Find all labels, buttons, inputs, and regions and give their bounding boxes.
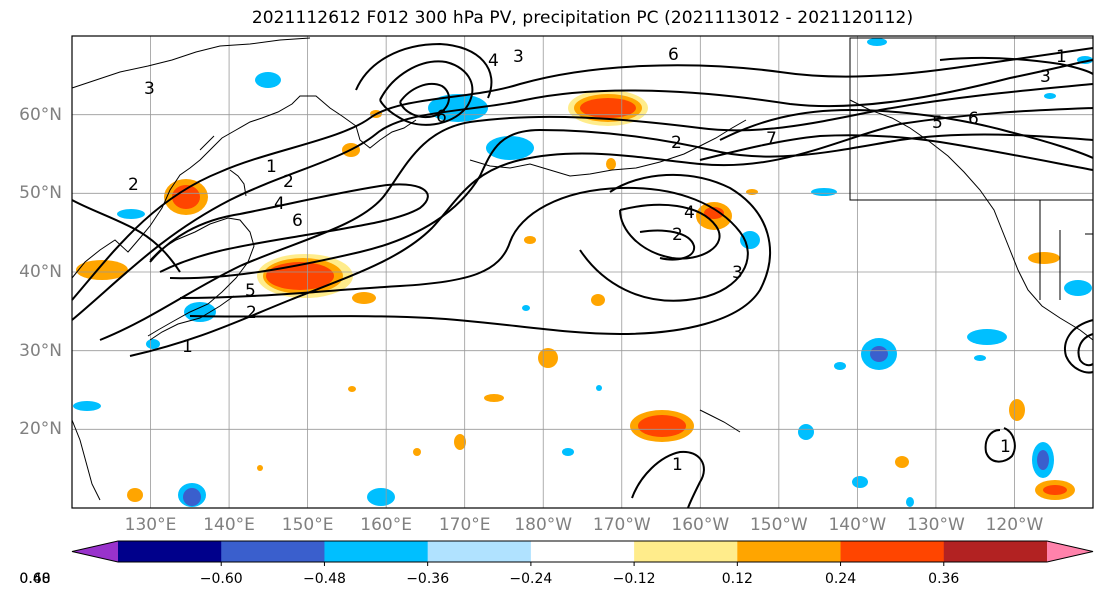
precipitation-fill-layer <box>73 38 1093 507</box>
contour-label: 6 <box>968 109 979 129</box>
lat-label: 40°N <box>19 262 62 282</box>
contour-label: 2 <box>246 303 257 323</box>
contour-label: 7 <box>766 129 777 149</box>
lat-label: 60°N <box>19 104 62 125</box>
lon-label: 140°E <box>203 515 255 535</box>
colorbar-segment <box>943 541 1048 562</box>
contour-label: 3 <box>732 263 743 283</box>
contour-label: 4 <box>684 203 695 223</box>
contour-label: 3 <box>144 79 155 99</box>
contour-label: 2 <box>671 133 682 153</box>
map-title: 2021112612 F012 300 hPa PV, precipitatio… <box>251 8 914 28</box>
contour-label: 6 <box>436 107 447 127</box>
contour-label: 3 <box>513 47 524 67</box>
colorbar-tick: −0.36 <box>406 571 450 587</box>
lon-label: 130°E <box>124 515 177 535</box>
graticule <box>72 36 1093 508</box>
colorbar-tick: 0.60 <box>19 571 51 587</box>
colorbar-segment <box>737 541 842 562</box>
colorbar-segment <box>840 541 945 562</box>
positive-anomaly-small <box>76 110 1060 502</box>
lon-label: 130°W <box>907 515 965 535</box>
contour-label: 1 <box>1000 437 1011 457</box>
negative-anomaly <box>1032 442 1054 478</box>
colorbar-segment <box>634 541 738 562</box>
positive-anomaly <box>696 202 732 230</box>
contour-label: 6 <box>292 211 303 231</box>
lon-label: 180°W <box>514 515 573 535</box>
contour-label: 5 <box>932 113 943 133</box>
colorbar-segment <box>427 541 532 562</box>
colorbar-tick: 0.12 <box>721 571 753 587</box>
colorbar-tick: 0.36 <box>928 571 960 587</box>
contour-label: 6 <box>668 45 679 65</box>
colorbar-tick: −0.60 <box>199 571 243 587</box>
contour-label: 1 <box>672 455 683 475</box>
positive-anomaly <box>1035 480 1075 500</box>
colorbar-extend-low <box>72 541 118 562</box>
lon-label: 160°E <box>360 515 412 535</box>
contour-label: 3 <box>1040 67 1051 87</box>
contour-label: 2 <box>283 172 294 192</box>
colorbar-segment <box>530 541 635 562</box>
colorbar-segment <box>118 541 222 562</box>
map-frame <box>71 35 1094 509</box>
lon-label: 140°W <box>828 515 887 535</box>
colorbar-segment <box>324 541 429 562</box>
lat-label: 30°N <box>19 340 62 361</box>
lon-label: 170°E <box>438 515 491 535</box>
contour-label: 4 <box>488 51 499 71</box>
contour-label: 2 <box>128 175 139 195</box>
negative-anomaly <box>861 338 897 370</box>
contour-label: 4 <box>274 194 285 214</box>
lat-label: 50°N <box>19 183 62 204</box>
coastlines <box>71 37 1094 501</box>
colorbar-tick: 0.48 <box>19 571 51 587</box>
lon-label: 150°W <box>749 515 808 535</box>
colorbar-segment <box>221 541 325 562</box>
positive-anomaly <box>257 254 353 298</box>
colorbar-extend-high <box>1047 541 1093 562</box>
positive-anomaly <box>630 410 694 442</box>
colorbar-tick: −0.48 <box>302 571 346 587</box>
colorbar-tick: −0.12 <box>612 571 656 587</box>
contour-label: 1 <box>266 157 277 177</box>
lon-label: 170°W <box>592 515 651 535</box>
pv-contours <box>71 42 1094 509</box>
colorbar-tick: 0.24 <box>824 571 857 587</box>
lon-label: 150°E <box>281 515 334 535</box>
colorbar-tick: −0.24 <box>509 571 553 587</box>
contour-label: 5 <box>245 281 256 301</box>
negative-anomaly <box>73 38 1093 507</box>
negative-anomaly <box>178 483 206 507</box>
lat-label: 20°N <box>19 419 62 440</box>
lon-label: 120°W <box>985 515 1044 535</box>
colorbar-outline <box>71 540 1094 563</box>
contour-label: 1 <box>182 337 193 357</box>
lon-label: 160°W <box>671 515 730 535</box>
contour-label: 1 <box>1056 47 1067 67</box>
contour-label: 2 <box>672 225 683 245</box>
positive-anomaly <box>164 179 208 215</box>
pv-contour-labels: 1 2 4 6 5 2 1 3 4 6 2 7 5 6 3 1 4 2 3 6 … <box>128 45 1067 475</box>
colorbar <box>71 540 1094 566</box>
